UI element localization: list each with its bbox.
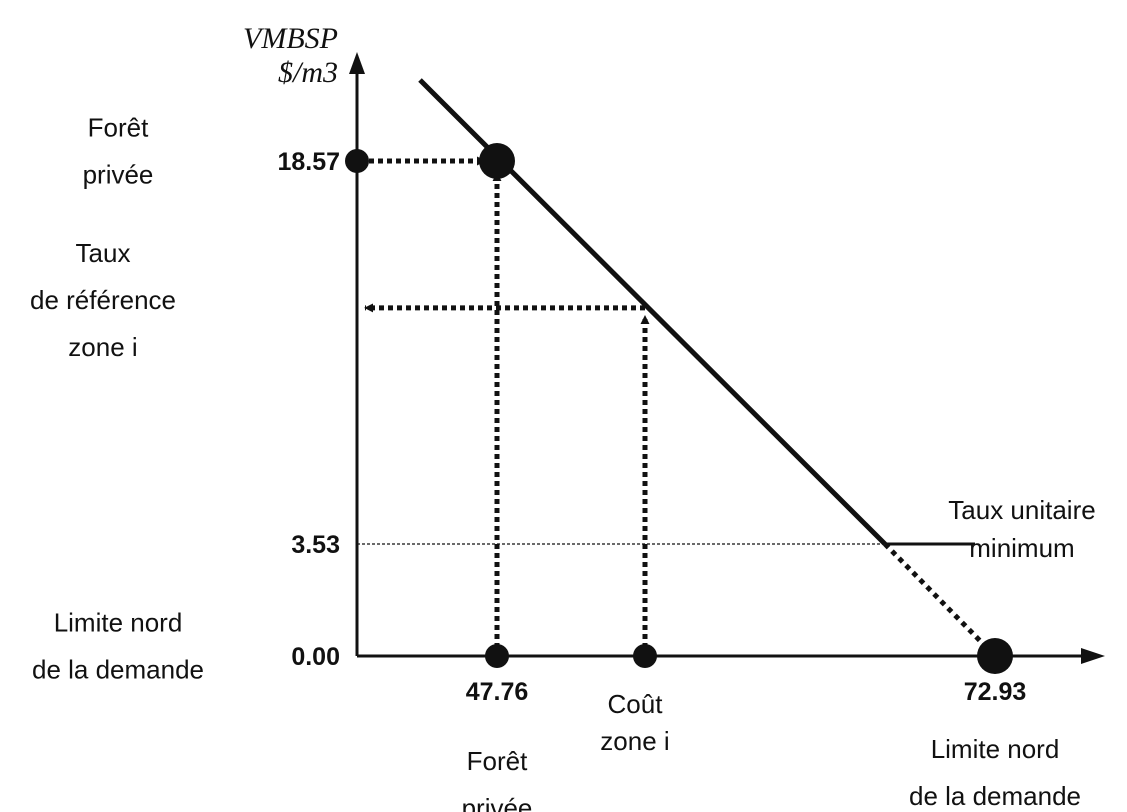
data-point-3 xyxy=(485,644,509,668)
y-side-label-1: Forêt privée xyxy=(83,113,154,190)
y-tick-label-1: 18.57 xyxy=(277,148,340,176)
axes xyxy=(349,52,1105,664)
y-side-label-3: Limite nord de la demande xyxy=(32,608,204,685)
guide-lines xyxy=(357,156,885,648)
y-tick-label-2: 3.53 xyxy=(291,531,340,559)
data-point-4 xyxy=(633,644,657,668)
x-sub-label-1: Forêt privée xyxy=(462,746,533,812)
y-axis-arrow xyxy=(349,52,365,74)
data-point-2 xyxy=(977,638,1013,674)
x-sub-label-2: Coût zone i xyxy=(600,689,669,756)
annotation-taux-unitaire: Taux unitaire minimum xyxy=(948,495,1095,563)
series-line-2 xyxy=(883,542,997,658)
x-axis-arrow xyxy=(1081,648,1105,664)
x-tick-label-1: 47.76 xyxy=(466,678,529,706)
data-point-1 xyxy=(479,143,515,179)
y-tick-label-3: 0.00 xyxy=(291,643,340,671)
x-tick-label-3: 72.93 xyxy=(964,678,1027,706)
data-points xyxy=(345,143,1013,674)
y-axis-title: VMBSP $/m3 xyxy=(243,22,338,89)
chart-labels: VMBSP $/m3 18.57 Forêt privée 3.53 0.00 Limite … xyxy=(30,22,1096,812)
data-point-axis-18-57 xyxy=(345,149,369,173)
y-side-label-reference: Taux de référence zone i xyxy=(30,238,176,362)
x-sub-label-3: Limite nord de la demande xyxy=(909,734,1081,811)
